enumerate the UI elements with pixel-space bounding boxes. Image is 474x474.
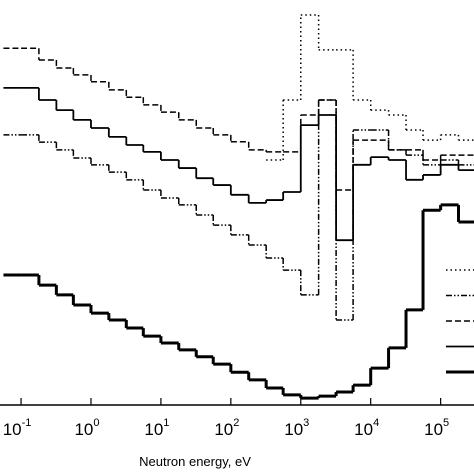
- x-tick-exponent: 5: [443, 417, 449, 429]
- x-tick-label: 101: [144, 417, 169, 439]
- x-tick-exponent: 1: [163, 417, 169, 429]
- x-tick-exponent: -1: [22, 417, 32, 429]
- series: [3, 203, 474, 400]
- series: [3, 86, 474, 242]
- x-tick-base: 10: [3, 420, 22, 439]
- x-tick-base: 10: [144, 420, 163, 439]
- x-tick-exponent: 0: [93, 417, 99, 429]
- x-axis-label: Neutron energy, eV: [139, 454, 251, 469]
- x-tick-exponent: 3: [303, 417, 309, 429]
- x-tick-label: 105: [424, 417, 449, 439]
- x-tick-label: 104: [354, 417, 379, 439]
- x-tick-label: 100: [74, 417, 99, 439]
- x-tick-label: 103: [284, 417, 309, 439]
- x-tick-exponent: 4: [373, 417, 379, 429]
- x-tick-base: 10: [74, 420, 93, 439]
- series: [3, 99, 474, 321]
- x-tick-label: 10-1: [3, 417, 32, 439]
- x-tick-label: 102: [214, 417, 239, 439]
- x-tick-base: 10: [424, 420, 443, 439]
- legend-box: [436, 255, 474, 390]
- series: [266, 14, 474, 161]
- x-tick-base: 10: [214, 420, 233, 439]
- x-tick-base: 10: [354, 420, 373, 439]
- x-tick-base: 10: [284, 420, 303, 439]
- x-tick-exponent: 2: [233, 417, 239, 429]
